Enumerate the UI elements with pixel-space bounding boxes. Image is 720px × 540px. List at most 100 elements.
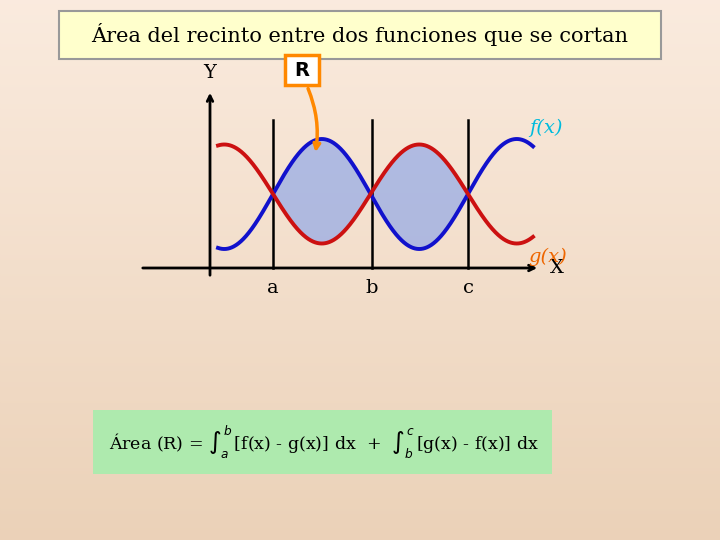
Bar	[0, 415, 720, 419]
Bar	[0, 66, 720, 70]
Bar	[0, 455, 720, 459]
Bar	[0, 463, 720, 467]
Bar	[0, 72, 720, 76]
Bar	[0, 139, 720, 143]
FancyBboxPatch shape	[285, 55, 319, 85]
Bar	[0, 428, 720, 432]
Bar	[0, 21, 720, 24]
Bar	[0, 412, 720, 416]
Bar	[0, 255, 720, 259]
Bar	[0, 80, 720, 84]
Bar	[0, 309, 720, 313]
Bar	[0, 96, 720, 100]
Bar	[0, 147, 720, 151]
Bar	[0, 104, 720, 108]
Bar	[0, 183, 720, 186]
Bar	[0, 142, 720, 146]
Bar	[0, 4, 720, 8]
Bar	[0, 253, 720, 256]
Bar	[0, 525, 720, 529]
Bar	[0, 277, 720, 281]
Bar	[0, 291, 720, 294]
Bar	[0, 355, 720, 359]
Bar	[0, 37, 720, 40]
Bar	[0, 134, 720, 138]
Bar	[0, 145, 720, 148]
Bar	[0, 272, 720, 275]
Bar	[0, 169, 720, 173]
Bar	[0, 299, 720, 302]
Bar	[0, 177, 720, 181]
Bar	[0, 407, 720, 410]
Bar	[0, 336, 720, 340]
Bar	[0, 363, 720, 367]
Bar	[0, 29, 720, 32]
Bar	[0, 274, 720, 278]
Bar	[0, 188, 720, 192]
Bar	[0, 56, 720, 59]
Bar	[0, 469, 720, 472]
Bar	[0, 12, 720, 16]
Bar	[0, 207, 720, 211]
Bar	[0, 315, 720, 319]
Bar	[0, 374, 720, 378]
Bar	[0, 504, 720, 508]
Bar	[0, 369, 720, 373]
Bar	[0, 93, 720, 97]
Bar	[0, 531, 720, 535]
Bar	[0, 528, 720, 532]
Bar	[0, 48, 720, 51]
Text: R: R	[294, 60, 310, 79]
Bar	[0, 31, 720, 35]
Bar	[0, 7, 720, 11]
Bar	[0, 215, 720, 219]
Bar	[0, 261, 720, 265]
Bar	[0, 509, 720, 513]
Bar	[0, 331, 720, 335]
Bar	[0, 285, 720, 289]
Bar	[0, 450, 720, 454]
Bar	[0, 323, 720, 327]
Bar	[0, 77, 720, 81]
Bar	[0, 185, 720, 189]
Bar	[0, 85, 720, 89]
Bar	[0, 180, 720, 184]
Bar	[0, 301, 720, 305]
Bar	[0, 212, 720, 216]
FancyBboxPatch shape	[93, 410, 552, 474]
Bar	[0, 50, 720, 54]
Bar	[0, 172, 720, 176]
Text: b: b	[366, 279, 378, 297]
Bar	[0, 334, 720, 338]
Bar	[0, 477, 720, 481]
Bar	[0, 345, 720, 348]
Bar	[0, 423, 720, 427]
Bar	[0, 326, 720, 329]
Bar	[0, 237, 720, 240]
Bar	[0, 515, 720, 518]
Bar	[0, 474, 720, 478]
Bar	[0, 534, 720, 537]
Bar	[0, 512, 720, 516]
Bar	[0, 83, 720, 86]
Bar	[0, 399, 720, 402]
Bar	[0, 501, 720, 505]
Bar	[0, 91, 720, 94]
Bar	[0, 304, 720, 308]
Bar	[0, 380, 720, 383]
Bar	[0, 53, 720, 57]
Bar	[0, 404, 720, 408]
Bar	[0, 342, 720, 346]
Bar	[0, 126, 720, 130]
Bar	[0, 347, 720, 351]
Bar	[0, 150, 720, 154]
Text: a: a	[267, 279, 279, 297]
Bar	[0, 10, 720, 14]
Bar	[0, 390, 720, 394]
Bar	[0, 15, 720, 19]
Bar	[0, 517, 720, 521]
Bar	[0, 485, 720, 489]
Bar	[0, 23, 720, 27]
Bar	[0, 318, 720, 321]
Bar	[0, 296, 720, 300]
